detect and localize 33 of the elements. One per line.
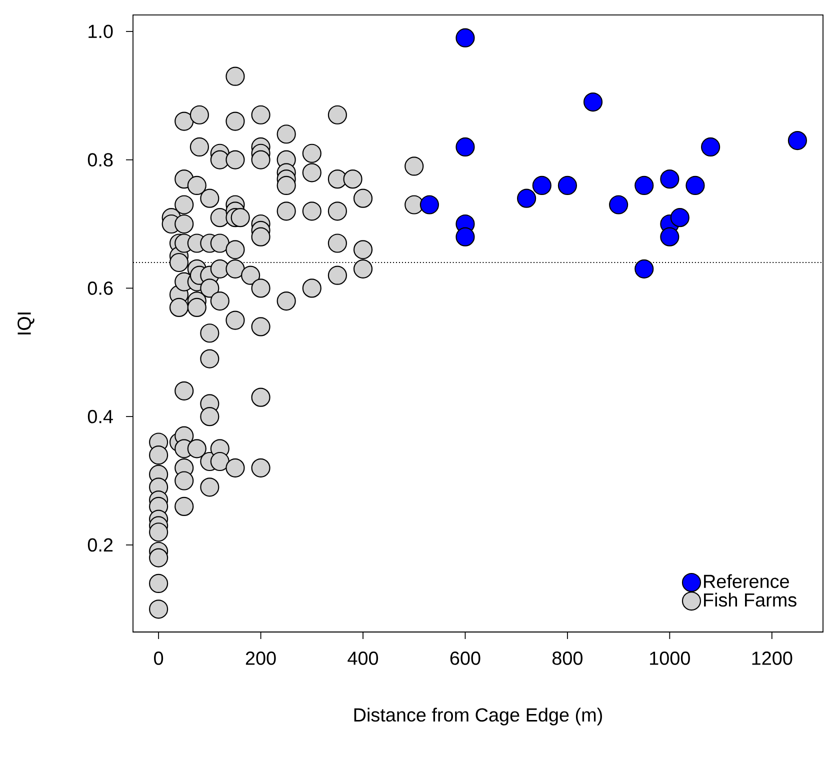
point bbox=[660, 170, 680, 189]
y-tick-label: 0.6 bbox=[88, 281, 113, 295]
point bbox=[686, 176, 705, 196]
legend-label: Fish Farms bbox=[704, 592, 796, 607]
x-tick-label: 1200 bbox=[752, 652, 792, 665]
point bbox=[701, 137, 720, 157]
point bbox=[583, 92, 603, 112]
x-tick-label: 400 bbox=[348, 652, 378, 665]
x-tick-label: 600 bbox=[450, 652, 480, 665]
x-tick-label: 800 bbox=[552, 652, 582, 665]
x-axis-title: Distance from Cage Edge (m) bbox=[354, 708, 602, 726]
y-tick-label: 0.2 bbox=[88, 538, 113, 552]
point bbox=[634, 259, 654, 278]
point bbox=[517, 188, 536, 208]
point bbox=[788, 130, 808, 150]
point bbox=[634, 176, 654, 196]
point bbox=[456, 227, 475, 246]
y-axis-title: IQI bbox=[18, 312, 34, 334]
point bbox=[456, 28, 475, 48]
point bbox=[532, 176, 552, 196]
legend-label: Reference bbox=[704, 574, 789, 588]
point bbox=[558, 176, 577, 196]
x-tick-label: 200 bbox=[246, 652, 276, 665]
x-tick-label: 1000 bbox=[650, 652, 690, 665]
y-tick-label: 0.4 bbox=[88, 410, 113, 424]
point bbox=[456, 137, 475, 157]
y-tick-label: 1.0 bbox=[88, 24, 113, 38]
point bbox=[609, 195, 628, 214]
y-tick-label: 0.8 bbox=[88, 153, 113, 167]
point bbox=[670, 208, 690, 228]
point bbox=[420, 195, 439, 214]
x-tick-label: 0 bbox=[154, 652, 164, 665]
point bbox=[660, 227, 680, 246]
